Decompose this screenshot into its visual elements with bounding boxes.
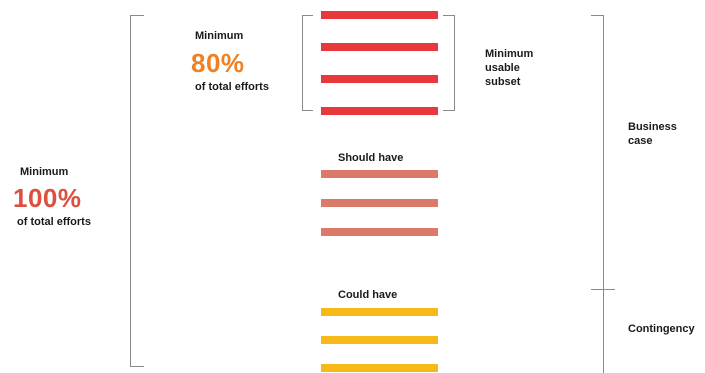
should-have-bar-1 — [321, 170, 438, 178]
inner-percent: 80% — [191, 48, 245, 78]
minimum-usable-subset-label: Minimum usable subset — [485, 48, 534, 88]
left-percent: 100% — [13, 183, 82, 213]
could-have-bar-3 — [321, 364, 438, 372]
must-have-bar-2 — [321, 43, 438, 51]
inner-minimum-label: Minimum — [195, 30, 244, 42]
could-have-label: Could have — [338, 289, 398, 301]
left-minimum-label: Minimum — [20, 166, 69, 178]
should-have-bar-2 — [321, 199, 438, 207]
left-efforts-label: of total efforts — [17, 216, 91, 228]
contingency-label: Contingency — [628, 323, 695, 335]
must-have-bar-1 — [321, 11, 438, 19]
could-have-bar-1 — [321, 308, 438, 316]
inner-efforts-label: of total efforts — [195, 81, 269, 93]
should-have-label: Should have — [338, 152, 404, 164]
must-have-bar-3 — [321, 75, 438, 83]
business-case-label: Business case — [628, 121, 677, 147]
should-have-bar-3 — [321, 228, 438, 236]
could-have-bar-2 — [321, 336, 438, 344]
must-have-bar-4 — [321, 107, 438, 115]
